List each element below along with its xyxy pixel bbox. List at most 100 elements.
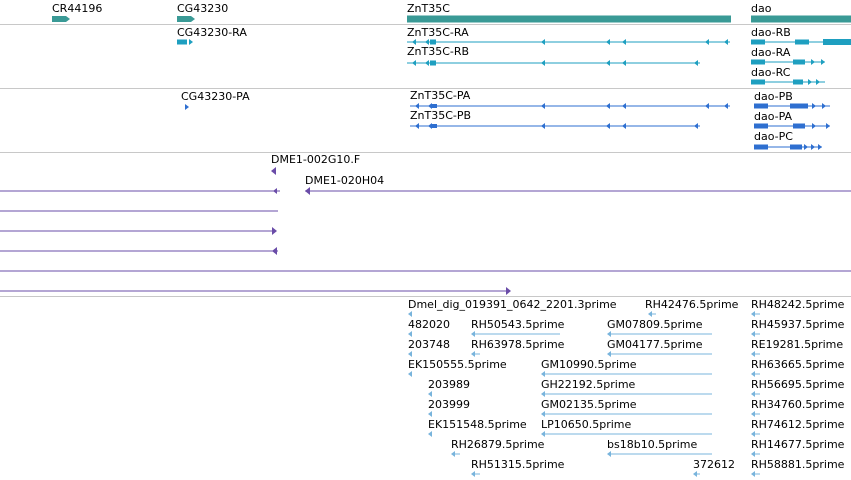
- clone-arrow-dme1-002g10[interactable]: [271, 167, 276, 175]
- transcript-exon[interactable]: [793, 59, 805, 65]
- est-arrow[interactable]: [408, 351, 412, 357]
- protein-arrow[interactable]: [812, 103, 816, 109]
- transcript-arrow[interactable]: [811, 59, 815, 65]
- transcript-znt35c-rb-chevron[interactable]: [541, 60, 545, 66]
- transcript-exon[interactable]: [430, 39, 436, 45]
- clone-arrow[interactable]: [273, 188, 277, 194]
- transcript-exon[interactable]: [430, 60, 436, 66]
- protein-znt35c-pa-chevron[interactable]: [415, 103, 419, 109]
- protein-arrow[interactable]: [818, 144, 822, 150]
- track-separator[interactable]: [0, 88, 851, 89]
- track-separator[interactable]: [0, 296, 851, 297]
- est-arrow[interactable]: [541, 411, 545, 417]
- protein-znt35c-pb-chevron[interactable]: [622, 123, 626, 129]
- est-arrow[interactable]: [607, 331, 611, 337]
- protein-exon[interactable]: [790, 144, 802, 150]
- protein-arrow[interactable]: [812, 123, 816, 129]
- protein-znt35c-pa-chevron[interactable]: [622, 103, 626, 109]
- protein-exon[interactable]: [754, 144, 768, 150]
- protein-znt35c-pa-chevron[interactable]: [541, 103, 545, 109]
- est-arrow[interactable]: [607, 351, 611, 357]
- est-arrow[interactable]: [408, 371, 412, 377]
- est-arrow[interactable]: [751, 331, 755, 337]
- est-arrow[interactable]: [428, 411, 432, 417]
- est-arrow[interactable]: [471, 331, 475, 337]
- protein-exon[interactable]: [790, 103, 808, 109]
- protein-znt35c-pb-chevron[interactable]: [694, 123, 698, 129]
- protein-znt35c-pb-chevron[interactable]: [541, 123, 545, 129]
- est-arrow[interactable]: [428, 431, 432, 437]
- transcript-arrow[interactable]: [189, 39, 193, 45]
- clone-arrow[interactable]: [272, 227, 277, 235]
- transcript-arrow[interactable]: [816, 79, 820, 85]
- transcript-znt35c-rb-chevron[interactable]: [412, 60, 416, 66]
- transcript-exon[interactable]: [823, 39, 851, 45]
- est-arrow[interactable]: [648, 311, 652, 317]
- est-arrow[interactable]: [451, 451, 455, 457]
- est-arrow[interactable]: [751, 471, 755, 477]
- clone-arrow[interactable]: [272, 247, 277, 255]
- transcript-arrow[interactable]: [808, 79, 812, 85]
- protein-znt35c-pa-chevron[interactable]: [428, 103, 432, 109]
- est-arrow[interactable]: [541, 391, 545, 397]
- protein-znt35c-pa-chevron[interactable]: [606, 103, 610, 109]
- transcript-znt35c-rb-chevron[interactable]: [425, 60, 429, 66]
- est-arrow[interactable]: [541, 431, 545, 437]
- transcript-arrow[interactable]: [821, 59, 825, 65]
- est-arrow[interactable]: [471, 351, 475, 357]
- track-separator[interactable]: [0, 152, 851, 153]
- transcript-exon[interactable]: [751, 39, 765, 45]
- transcript-znt35c-rb-chevron[interactable]: [694, 60, 698, 66]
- est-arrow[interactable]: [751, 431, 755, 437]
- est-arrow[interactable]: [408, 311, 412, 317]
- protein-arrow[interactable]: [826, 123, 830, 129]
- transcript-znt35c-ra-chevron[interactable]: [541, 39, 545, 45]
- est-arrow[interactable]: [607, 451, 611, 457]
- est-arrow[interactable]: [471, 471, 475, 477]
- gene-bar-dao[interactable]: [751, 15, 851, 23]
- est-arrow[interactable]: [751, 371, 755, 377]
- gene-bar-znt35c[interactable]: [407, 15, 731, 23]
- protein-arrow[interactable]: [804, 144, 808, 150]
- gene-arrow-cg43230[interactable]: [191, 16, 195, 22]
- protein-znt35c-pb-chevron[interactable]: [415, 123, 419, 129]
- protein-exon[interactable]: [432, 124, 437, 128]
- protein-arrow[interactable]: [811, 144, 815, 150]
- transcript-exon[interactable]: [793, 79, 803, 85]
- est-arrow[interactable]: [541, 371, 545, 377]
- transcript-cg43230-ra[interactable]: [177, 39, 187, 45]
- protein-znt35c-pa-chevron[interactable]: [705, 103, 709, 109]
- est-arrow[interactable]: [408, 331, 412, 337]
- clone-arrow[interactable]: [506, 287, 511, 295]
- est-arrow[interactable]: [751, 311, 755, 317]
- transcript-znt35c-ra-chevron[interactable]: [724, 39, 728, 45]
- est-arrow[interactable]: [751, 411, 755, 417]
- protein-arrow-cg43230-pa[interactable]: [185, 104, 189, 110]
- transcript-znt35c-rb-chevron[interactable]: [606, 60, 610, 66]
- gene-bar-cg43230[interactable]: [177, 16, 191, 22]
- transcript-znt35c-ra-chevron[interactable]: [412, 39, 416, 45]
- est-arrow[interactable]: [751, 391, 755, 397]
- est-arrow[interactable]: [751, 351, 755, 357]
- clone-arrow[interactable]: [305, 187, 310, 195]
- protein-arrow[interactable]: [822, 103, 826, 109]
- transcript-znt35c-ra-chevron[interactable]: [425, 39, 429, 45]
- protein-exon[interactable]: [754, 103, 768, 109]
- est-arrow[interactable]: [751, 451, 755, 457]
- track-separator[interactable]: [0, 24, 851, 25]
- transcript-znt35c-ra-chevron[interactable]: [705, 39, 709, 45]
- gene-bar-cr44196[interactable]: [52, 16, 66, 22]
- transcript-exon[interactable]: [795, 39, 809, 45]
- protein-znt35c-pb-chevron[interactable]: [606, 123, 610, 129]
- est-arrow[interactable]: [693, 471, 697, 477]
- protein-exon[interactable]: [754, 123, 768, 129]
- protein-znt35c-pb-chevron[interactable]: [428, 123, 432, 129]
- transcript-znt35c-ra-chevron[interactable]: [622, 39, 626, 45]
- est-arrow[interactable]: [428, 391, 432, 397]
- transcript-znt35c-rb-chevron[interactable]: [622, 60, 626, 66]
- gene-arrow-cr44196[interactable]: [66, 16, 70, 22]
- protein-exon[interactable]: [432, 104, 437, 108]
- transcript-exon[interactable]: [751, 59, 765, 65]
- transcript-exon[interactable]: [751, 79, 765, 85]
- protein-znt35c-pa-chevron[interactable]: [724, 103, 728, 109]
